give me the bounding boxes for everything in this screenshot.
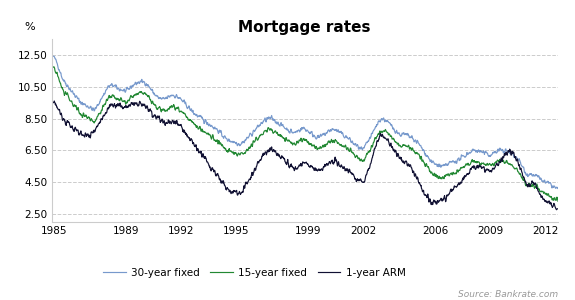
Text: %: %	[24, 22, 34, 32]
Line: 1-year ARM: 1-year ARM	[53, 101, 563, 210]
15-year fixed	[559, 203, 566, 206]
15-year fixed	[51, 65, 58, 68]
Title: Mortgage rates: Mortgage rates	[239, 20, 371, 35]
30-year fixed	[559, 194, 566, 197]
1-year ARM	[164, 120, 171, 124]
15-year fixed	[527, 184, 534, 188]
1-year ARM	[559, 208, 566, 211]
15-year fixed	[384, 130, 390, 134]
30-year fixed	[58, 75, 65, 79]
Legend: 30-year fixed, 15-year fixed, 1-year ARM: 30-year fixed, 15-year fixed, 1-year ARM	[99, 264, 409, 282]
1-year ARM	[50, 101, 57, 104]
15-year fixed	[158, 108, 165, 111]
30-year fixed	[350, 142, 356, 146]
15-year fixed	[350, 152, 357, 156]
1-year ARM	[384, 138, 390, 142]
15-year fixed	[164, 107, 171, 111]
30-year fixed	[164, 95, 171, 99]
Line: 15-year fixed: 15-year fixed	[53, 67, 563, 205]
15-year fixed	[558, 203, 565, 206]
30-year fixed	[383, 120, 390, 123]
30-year fixed	[158, 97, 165, 101]
1-year ARM	[59, 115, 66, 119]
1-year ARM	[51, 99, 58, 103]
15-year fixed	[50, 65, 57, 69]
1-year ARM	[553, 208, 560, 211]
15-year fixed	[59, 86, 66, 90]
1-year ARM	[158, 118, 165, 122]
1-year ARM	[527, 184, 534, 187]
30-year fixed	[50, 55, 57, 58]
1-year ARM	[350, 173, 357, 176]
30-year fixed	[527, 172, 534, 175]
Text: Source: Bankrate.com: Source: Bankrate.com	[458, 290, 558, 299]
Line: 30-year fixed: 30-year fixed	[53, 56, 563, 196]
